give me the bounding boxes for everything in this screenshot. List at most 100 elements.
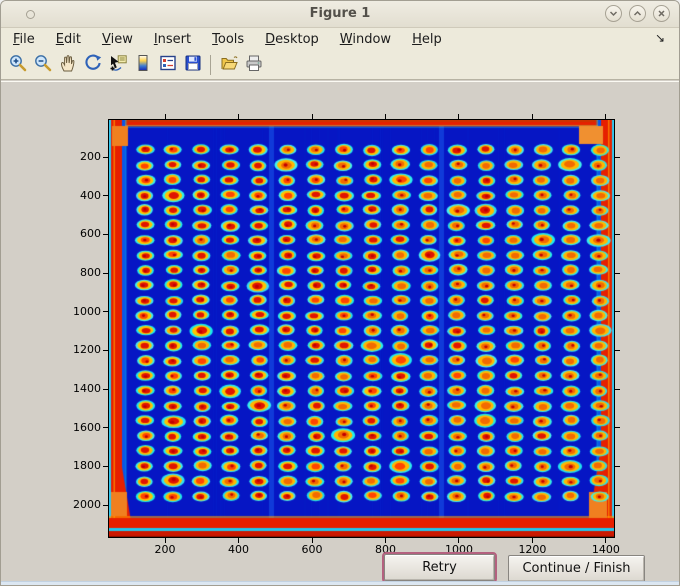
tick-mark: [615, 427, 620, 429]
zoom-in-icon: [8, 53, 28, 76]
tick-mark: [238, 538, 240, 543]
x-tick-label: 600: [301, 543, 323, 556]
tick-mark: [615, 504, 620, 506]
maximize-button[interactable]: [629, 5, 646, 22]
y-tick-label: 800: [80, 266, 101, 280]
y-tick-label: 1200: [73, 343, 101, 357]
y-tick-label: 600: [80, 227, 101, 241]
tick-mark: [164, 538, 166, 543]
save-figure-icon: [183, 53, 203, 76]
tick-mark: [615, 156, 620, 158]
tick-mark: [103, 272, 108, 274]
insert-colorbar-icon: [133, 53, 153, 76]
x-tick-label: 800: [374, 543, 396, 556]
menu-insert[interactable]: Insert: [153, 31, 192, 47]
chevron-up-icon: [631, 7, 644, 20]
y-tick-label: 1000: [73, 304, 101, 318]
zoom-out-icon: [33, 53, 53, 76]
insert-colorbar-button[interactable]: [130, 53, 155, 77]
tick-mark: [615, 388, 620, 390]
pan-icon: [58, 53, 78, 76]
tick-mark: [103, 156, 108, 158]
retry-button[interactable]: Retry: [382, 552, 497, 583]
tick-mark: [103, 388, 108, 390]
menu-view[interactable]: View: [101, 31, 133, 47]
data-cursor-icon: [108, 53, 128, 76]
close-button[interactable]: [653, 5, 670, 22]
x-tick-label: 1400: [591, 543, 620, 556]
chevron-down-icon: [607, 7, 620, 20]
tick-mark: [103, 427, 108, 429]
tick-mark: [103, 465, 108, 467]
y-tick-label: 400: [80, 188, 101, 202]
tick-mark: [458, 538, 460, 543]
menu-file[interactable]: File: [13, 31, 35, 47]
figure-canvas: 200 400 600 800 1000 1200 1400 200 400 600 800 1000…: [1, 81, 679, 585]
tick-mark: [103, 349, 108, 351]
x-tick-label: 400: [228, 543, 250, 556]
menu-edit[interactable]: Edit: [55, 31, 81, 47]
y-tick-label: 2000: [73, 498, 101, 512]
zoom-out-button[interactable]: [30, 53, 55, 77]
toolbar-separator: [210, 54, 211, 75]
titlebar: Figure 1: [1, 1, 679, 28]
tick-mark: [531, 538, 533, 543]
menu-window[interactable]: Window: [339, 31, 392, 47]
tick-mark: [615, 233, 620, 235]
zoom-in-button[interactable]: [5, 53, 30, 77]
data-cursor-button[interactable]: [105, 53, 130, 77]
menu-help[interactable]: Help: [412, 31, 442, 47]
dock-figure-icon[interactable]: ↘: [654, 31, 665, 45]
save-figure-button[interactable]: [180, 53, 205, 77]
tick-mark: [238, 114, 240, 119]
rotate-3d-icon: [83, 53, 103, 76]
tick-mark: [615, 349, 620, 351]
x-tick-label: 1200: [518, 543, 547, 556]
tick-mark: [103, 233, 108, 235]
tick-mark: [311, 114, 313, 119]
axes: 200 400 600 800 1000 1200 1400 200 400 600 800 1000…: [73, 114, 620, 556]
x-tick-label: 1000: [444, 543, 473, 556]
open-file-icon: [219, 53, 239, 76]
tick-mark: [384, 114, 386, 119]
insert-legend-button[interactable]: [155, 53, 180, 77]
menubar: File Edit View Insert Tools Desktop Window Help…: [1, 28, 679, 50]
window-title: Figure 1: [309, 6, 371, 21]
tick-mark: [103, 311, 108, 313]
print-figure-icon: [244, 53, 264, 76]
rotate-3d-button[interactable]: [80, 53, 105, 77]
open-file-button[interactable]: [216, 53, 241, 77]
tick-mark: [103, 195, 108, 197]
print-figure-button[interactable]: [241, 53, 266, 77]
minimize-button[interactable]: [605, 5, 622, 22]
y-tick-label: 1800: [73, 459, 101, 473]
menu-desktop[interactable]: Desktop: [265, 31, 319, 47]
window-controls: [605, 5, 670, 22]
continue-finish-button[interactable]: Continue / Finish: [508, 555, 645, 582]
tick-mark: [615, 272, 620, 274]
tick-mark: [311, 538, 313, 543]
tick-mark: [615, 465, 620, 467]
tick-mark: [164, 114, 166, 119]
tick-mark: [615, 311, 620, 313]
tick-mark: [615, 195, 620, 197]
tick-mark: [605, 538, 607, 543]
tick-mark: [531, 114, 533, 119]
tick-mark: [605, 114, 607, 119]
toolbar: [1, 50, 679, 80]
window-bottom-border: [1, 581, 679, 585]
y-tick-label: 200: [80, 150, 101, 164]
y-tick-label: 1600: [73, 420, 101, 434]
tick-mark: [103, 504, 108, 506]
tick-mark: [458, 114, 460, 119]
y-tick-label: 1400: [73, 382, 101, 396]
insert-legend-icon: [158, 53, 178, 76]
window-menu-icon[interactable]: [26, 10, 35, 19]
close-icon: [655, 7, 668, 20]
tick-mark: [384, 538, 386, 543]
heatmap-image[interactable]: [109, 120, 614, 537]
x-tick-label: 200: [154, 543, 176, 556]
menu-tools[interactable]: Tools: [212, 31, 245, 47]
pan-button[interactable]: [55, 53, 80, 77]
